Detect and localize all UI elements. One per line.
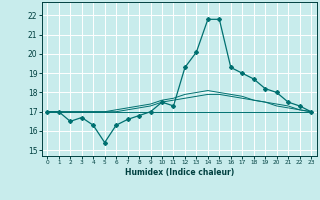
X-axis label: Humidex (Indice chaleur): Humidex (Indice chaleur) [124,168,234,177]
